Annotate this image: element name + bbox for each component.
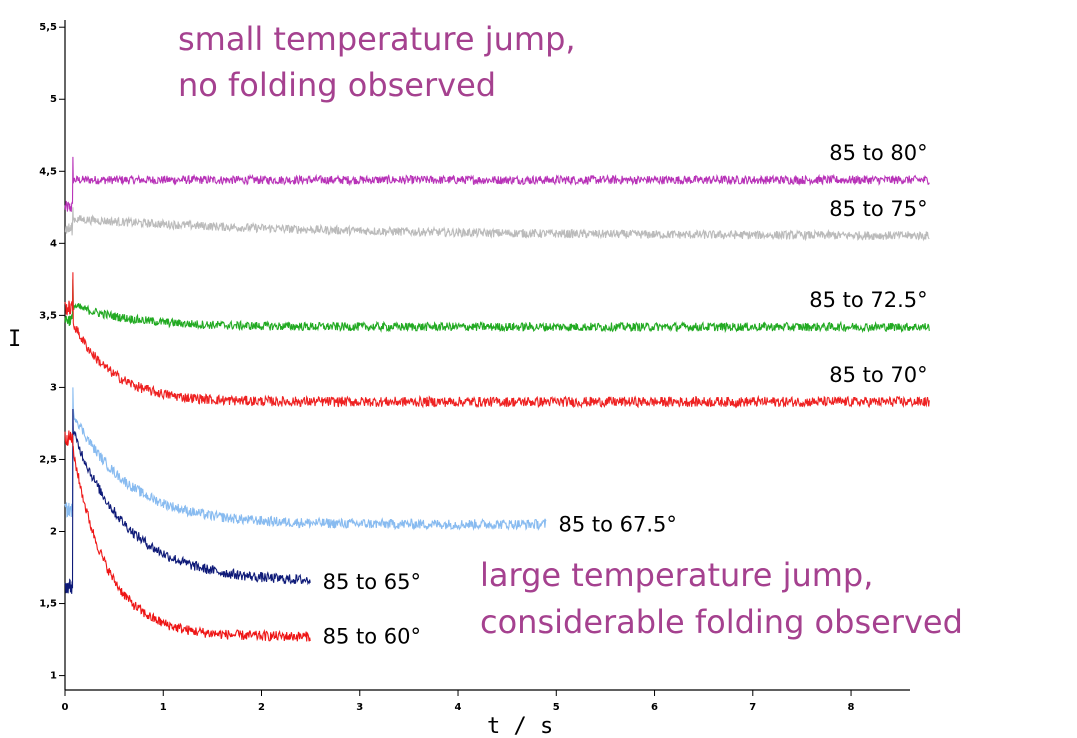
y-tick-label: 3,5 <box>39 310 57 321</box>
series-line <box>64 272 930 409</box>
series-label: 85 to 72.5° <box>809 288 927 312</box>
axes <box>64 20 910 691</box>
y-axis-label: I <box>8 327 21 352</box>
series-layer <box>64 156 930 642</box>
x-ticks: 0 1 2 3 4 5 6 7 8 <box>62 690 855 713</box>
y-tick-label: 2 <box>50 527 57 538</box>
x-tick-label: 1 <box>160 702 167 713</box>
y-tick-label: 4,5 <box>39 166 57 177</box>
x-tick-label: 0 <box>62 702 69 713</box>
series-label: 85 to 67.5° <box>558 512 676 536</box>
series-line <box>64 279 930 334</box>
x-axis-label: t / s <box>487 714 553 738</box>
series-label: 85 to 65° <box>323 570 421 594</box>
series-labels: 85 to 80° 85 to 75° 85 to 72.5° 85 to 70° 85… <box>323 141 928 649</box>
series-label: 85 to 80° <box>829 141 927 165</box>
x-tick-label: 5 <box>553 702 560 713</box>
series-label: 85 to 75° <box>829 197 927 221</box>
y-tick-label: 1 <box>50 671 57 682</box>
x-tick-label: 7 <box>749 702 756 713</box>
annotation-top-line2: no folding observed <box>178 66 496 104</box>
series-line <box>64 430 311 642</box>
y-tick-label: 5 <box>50 94 57 105</box>
x-tick-label: 3 <box>356 702 363 713</box>
y-tick-label: 4 <box>50 238 57 249</box>
y-tick-label: 3 <box>50 382 57 393</box>
x-tick-label: 4 <box>455 702 462 713</box>
series-line <box>64 207 930 242</box>
series-line <box>64 408 311 594</box>
y-tick-label: 5,5 <box>39 22 57 33</box>
x-tick-label: 8 <box>848 702 855 713</box>
series-line <box>64 387 547 531</box>
annotation-bottom-line1: large temperature jump, <box>480 556 873 594</box>
x-tick-label: 6 <box>651 702 658 713</box>
series-line <box>64 156 930 213</box>
series-label: 85 to 70° <box>829 363 927 387</box>
x-tick-label: 2 <box>258 702 265 713</box>
annotation-bottom-line2: considerable folding observed <box>480 603 963 641</box>
annotation-top-line1: small temperature jump, <box>178 20 576 58</box>
y-tick-label: 1,5 <box>39 599 57 610</box>
series-label: 85 to 60° <box>323 625 421 649</box>
y-ticks: 1 1,5 2 2,5 3 3,5 4 4,5 5 5,5 <box>39 22 65 682</box>
y-tick-label: 2,5 <box>39 454 57 465</box>
